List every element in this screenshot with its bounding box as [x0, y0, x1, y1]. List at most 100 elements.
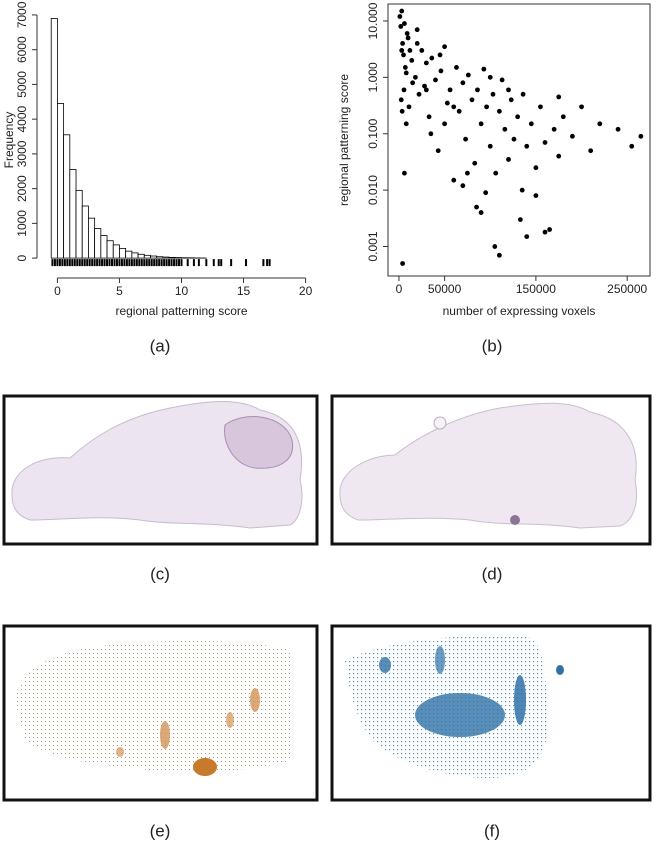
bar [157, 257, 163, 258]
y-axis-label: regional patterning score [337, 74, 351, 206]
point [470, 97, 475, 102]
point [497, 109, 502, 114]
point [454, 65, 459, 70]
point [521, 92, 526, 97]
point [445, 101, 450, 106]
point [399, 48, 404, 53]
point [474, 205, 479, 210]
bar [76, 190, 82, 258]
point [556, 95, 561, 100]
image-d [332, 396, 650, 544]
point [419, 48, 424, 53]
x-axis-label: number of expressing voxels [443, 304, 596, 318]
point [483, 190, 488, 195]
y-tick-label: 2000 [15, 175, 29, 202]
point [506, 157, 511, 162]
point [408, 48, 413, 53]
point [400, 261, 405, 266]
panel-label: (e) [150, 821, 171, 840]
point [436, 148, 441, 153]
point [479, 210, 484, 215]
x-tick-label: 0 [396, 282, 403, 296]
point [405, 31, 410, 36]
y-tick-label: 0.010 [366, 175, 380, 205]
point [460, 183, 465, 188]
bar [132, 253, 138, 258]
bar [126, 251, 132, 258]
panel-label: (f) [484, 821, 500, 840]
x-tick-label: 15 [237, 284, 251, 298]
panel-label: (a) [150, 336, 171, 355]
x-axis-label: regional patterning score [115, 304, 247, 318]
point [515, 114, 520, 119]
point [488, 75, 493, 80]
point [500, 78, 505, 83]
y-tick-label: 1000 [15, 210, 29, 237]
bar [51, 18, 57, 258]
y-tick-label: 3000 [15, 140, 29, 167]
point [543, 140, 548, 145]
panel-label: (c) [150, 564, 170, 583]
point [402, 171, 407, 176]
point [400, 109, 405, 114]
point [533, 193, 538, 198]
image-e [4, 626, 317, 800]
point [439, 69, 444, 74]
bar [95, 229, 101, 259]
point [465, 171, 470, 176]
bar [101, 236, 107, 259]
point [457, 109, 462, 114]
point [463, 137, 468, 142]
point [402, 21, 407, 26]
bar [88, 218, 94, 258]
point [403, 65, 408, 70]
bar [57, 104, 63, 259]
point [479, 121, 484, 126]
y-tick-label: 4000 [15, 105, 29, 132]
x-tick-label: 10 [175, 284, 189, 298]
point [466, 73, 471, 78]
point [451, 104, 456, 109]
point [506, 87, 511, 92]
point [404, 121, 409, 126]
point [415, 41, 420, 46]
point [570, 134, 575, 139]
plot-frame [388, 4, 650, 276]
point [518, 217, 523, 222]
point [524, 144, 529, 149]
y-tick-label: 10.000 [366, 2, 380, 39]
bar [113, 245, 119, 258]
point [472, 161, 477, 166]
point [413, 75, 418, 80]
point [512, 137, 517, 142]
bar [169, 257, 175, 258]
y-tick-label: 0.100 [366, 118, 380, 148]
point [484, 104, 489, 109]
point [442, 44, 447, 49]
x-tick-label: 50000 [428, 282, 462, 296]
point [424, 61, 429, 66]
x-tick-label: 0 [54, 284, 61, 298]
point [415, 27, 420, 32]
point [402, 87, 407, 92]
panel-label: (b) [482, 336, 503, 355]
point [502, 127, 507, 132]
point [399, 97, 404, 102]
point [493, 171, 498, 176]
point [597, 121, 602, 126]
point [556, 154, 561, 159]
bar [163, 257, 169, 258]
point [417, 92, 422, 97]
x-tick-label: 5 [116, 284, 123, 298]
bar [70, 170, 76, 259]
point [400, 41, 405, 46]
y-tick-label: 7000 [15, 1, 29, 28]
point [438, 53, 443, 58]
point [579, 104, 584, 109]
y-tick-label: 6000 [15, 36, 29, 63]
bar [144, 255, 150, 258]
image-c [4, 396, 317, 544]
point [547, 227, 552, 232]
point [410, 80, 415, 85]
